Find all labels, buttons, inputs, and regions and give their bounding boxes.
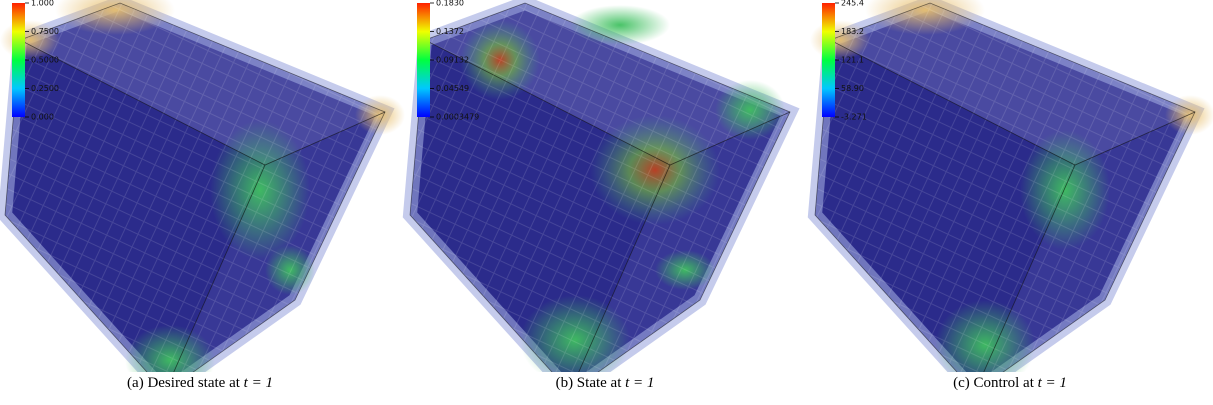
cube-outline bbox=[4, 2, 386, 372]
cube-edge bbox=[578, 164, 671, 372]
colorbar-label: 0.1830 bbox=[436, 0, 464, 8]
panel: 245.4 183.2 121.1 58.90 -3.271 bbox=[807, 0, 1213, 372]
cube-tiles bbox=[815, 3, 1195, 372]
colorbar-label: 0.2500 bbox=[31, 84, 59, 93]
colorbar-label: -3.271 bbox=[841, 113, 867, 122]
panel: 0.1830 0.1372 0.09132 0.04549 0.0003479 bbox=[402, 0, 800, 372]
cube-tiles bbox=[5, 3, 385, 372]
figure: 1.000 0.7500 0.5000 0.2500 0.000 0.1830 0.1372… bbox=[0, 0, 1213, 372]
cube-edge bbox=[173, 164, 266, 372]
colorbar-label: 0.0003479 bbox=[436, 113, 479, 122]
cube bbox=[807, 0, 1213, 372]
colorbar-label: 58.90 bbox=[841, 84, 864, 93]
caption-text: (a) Desired state at bbox=[127, 375, 240, 391]
colorbar-label: 0.09132 bbox=[436, 56, 469, 65]
caption-math: t = 1 bbox=[1037, 375, 1067, 391]
caption-text: (c) Control at bbox=[953, 375, 1034, 391]
cube-outline bbox=[409, 2, 791, 372]
colorbar-label: 0.5000 bbox=[31, 56, 59, 65]
colorbar-label: 183.2 bbox=[841, 27, 864, 36]
caption-math: t = 1 bbox=[243, 375, 273, 391]
caption-text: (b) State at bbox=[555, 375, 622, 391]
colorbar-label: 245.4 bbox=[841, 0, 864, 8]
cube bbox=[402, 0, 800, 372]
panel: 1.000 0.7500 0.5000 0.2500 0.000 bbox=[0, 0, 405, 372]
caption: (a) Desired state at t = 1 bbox=[127, 375, 273, 392]
colorbar bbox=[12, 3, 25, 117]
colorbar-label: 0.1372 bbox=[436, 27, 464, 36]
colorbar-label: 1.000 bbox=[31, 0, 54, 8]
cube-tiles bbox=[410, 3, 790, 372]
caption-math: t = 1 bbox=[625, 375, 655, 391]
caption: (c) Control at t = 1 bbox=[953, 375, 1067, 392]
colorbar bbox=[822, 3, 835, 117]
colorbar-label: 0.000 bbox=[31, 113, 54, 122]
colorbar-label: 121.1 bbox=[841, 56, 864, 65]
colorbar bbox=[417, 3, 430, 117]
cube-outline bbox=[814, 2, 1196, 372]
cube-edge bbox=[983, 164, 1076, 372]
caption: (b) State at t = 1 bbox=[556, 375, 655, 392]
cube bbox=[0, 0, 405, 372]
colorbar-label: 0.7500 bbox=[31, 27, 59, 36]
colorbar-label: 0.04549 bbox=[436, 84, 469, 93]
